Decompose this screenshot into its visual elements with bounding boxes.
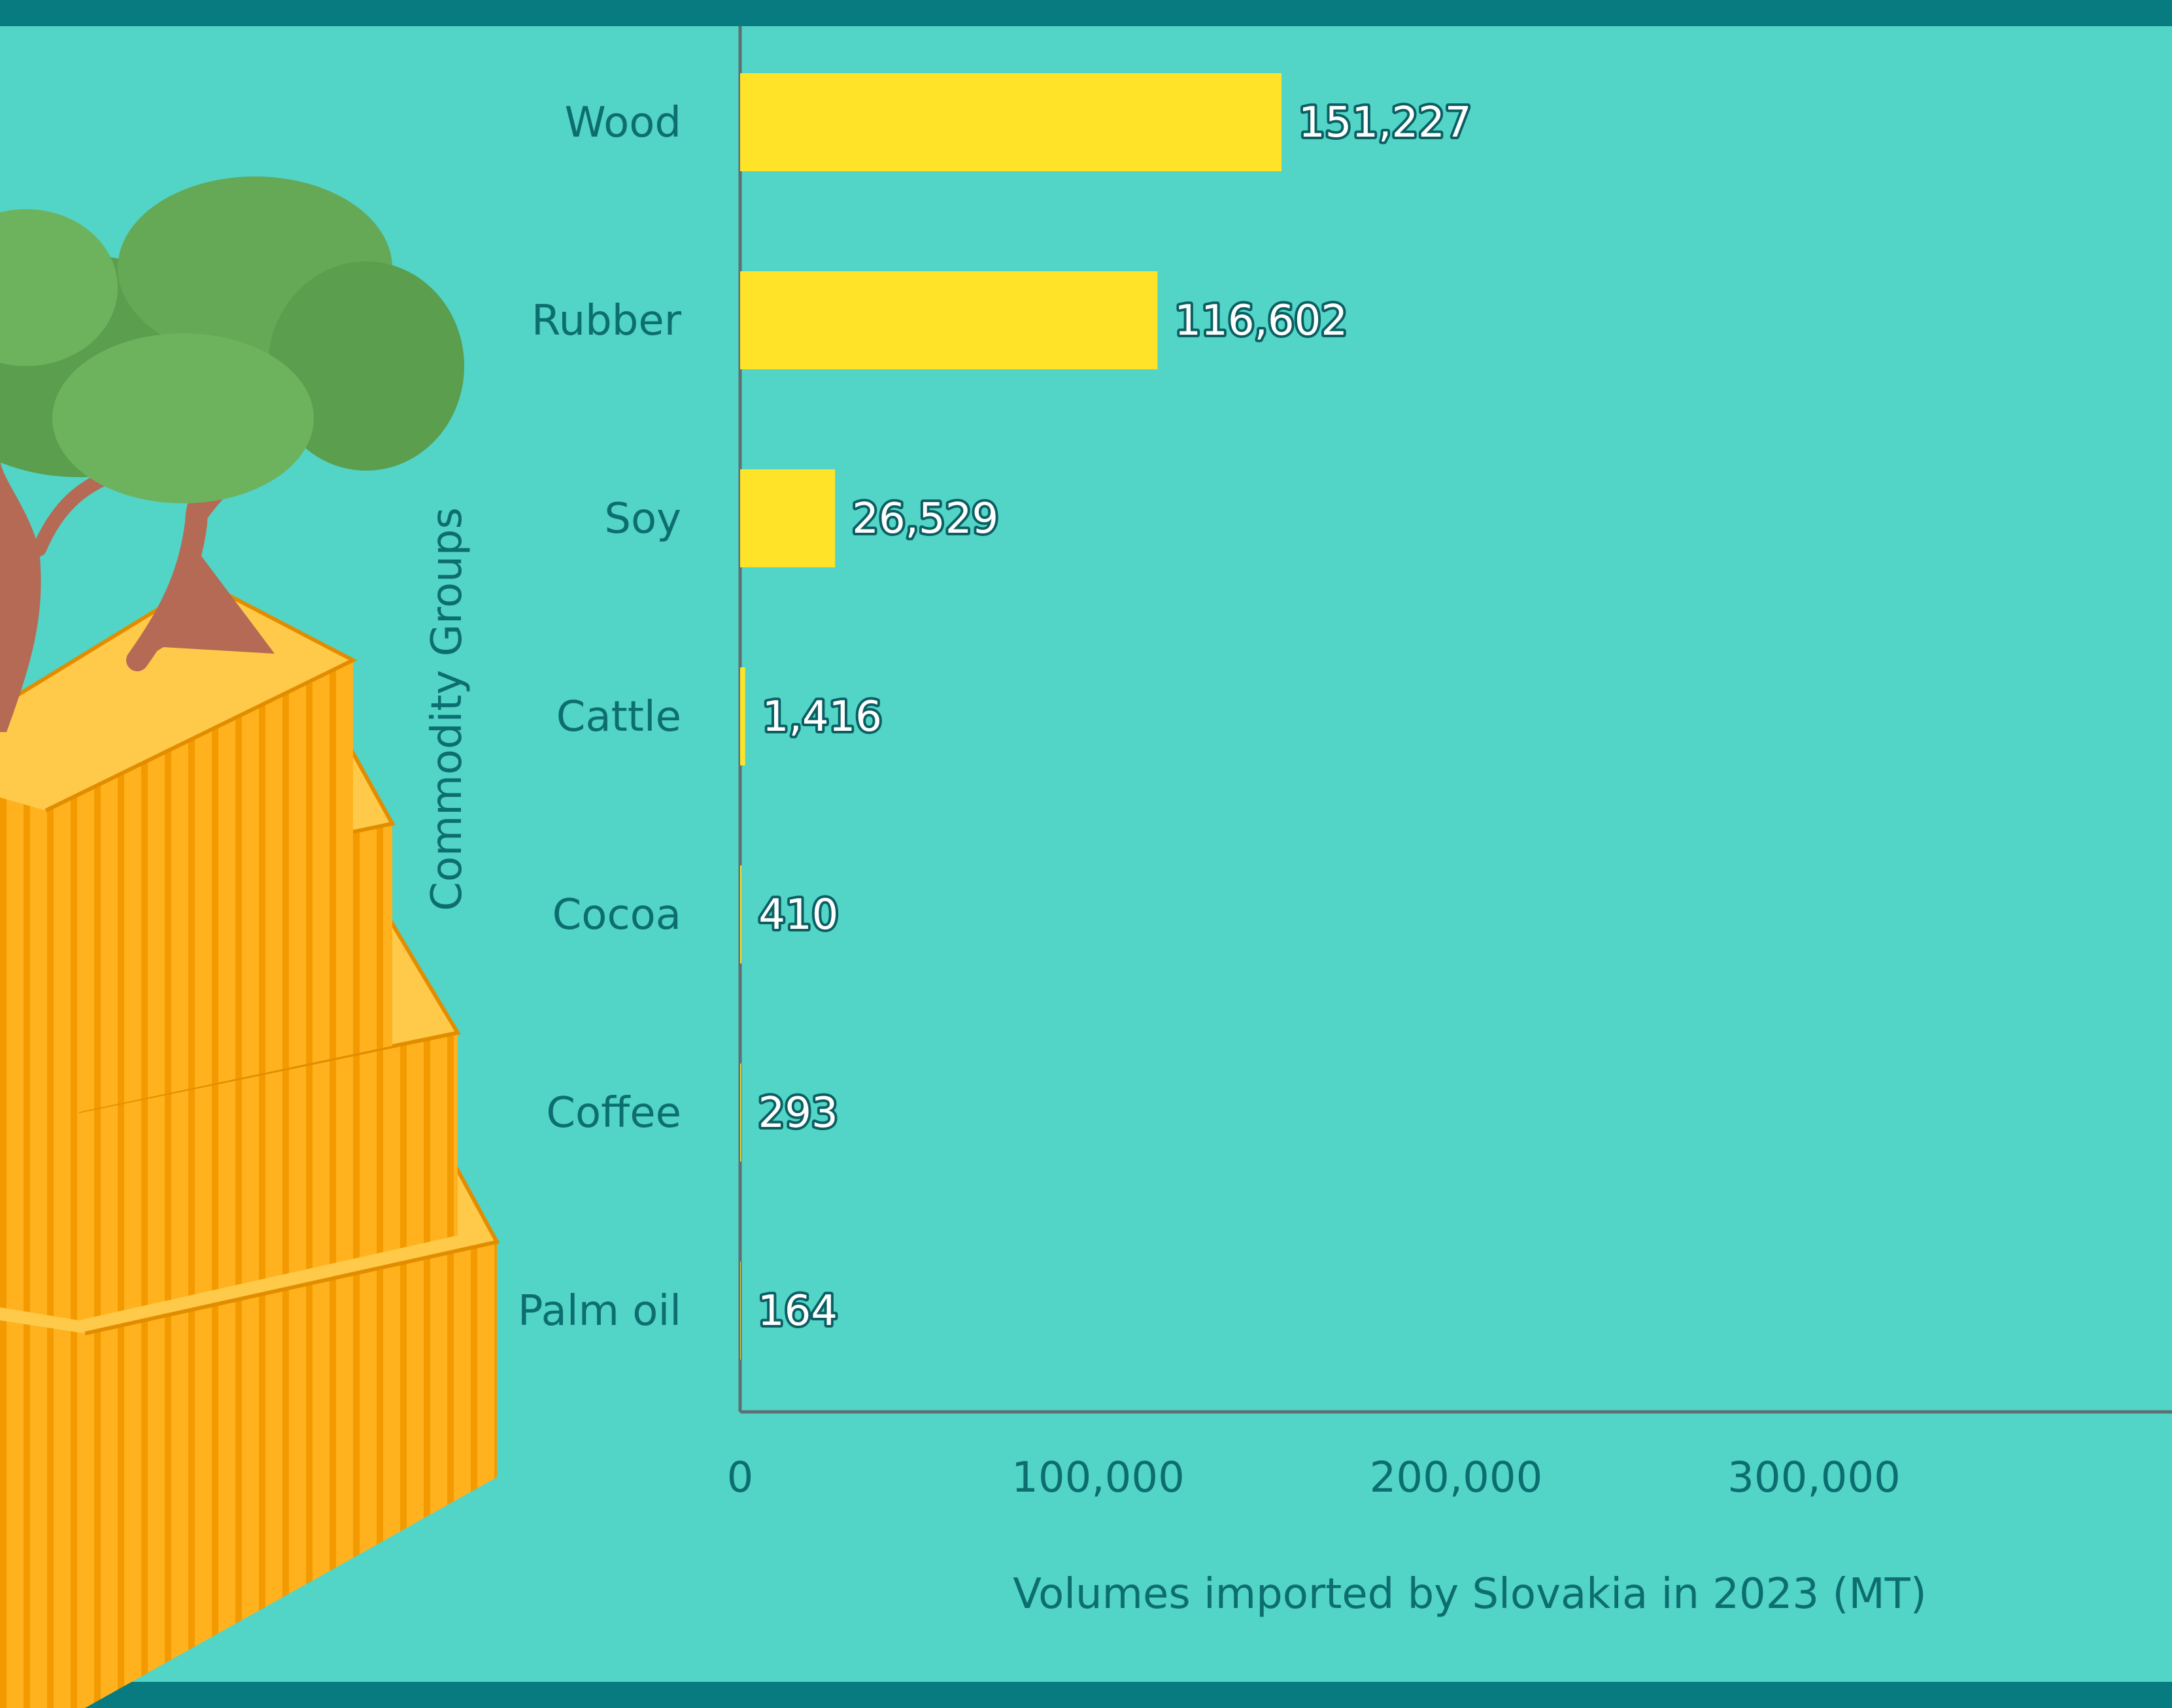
bar-palm-oil: [740, 1262, 741, 1360]
bar-cattle: [740, 667, 745, 765]
category-label: Soy: [604, 495, 681, 543]
bar-cocoa: [740, 865, 742, 963]
bar-rubber: [740, 271, 1158, 369]
x-tick-label: 0: [727, 1454, 754, 1502]
x-tick-label: 100,000: [1011, 1454, 1185, 1502]
value-label: 1,416: [762, 693, 882, 741]
top-band: [0, 0, 2172, 26]
category-label: Coffee: [546, 1089, 681, 1137]
value-label: 293: [758, 1089, 838, 1137]
value-label: 26,529: [852, 495, 998, 543]
x-tick-label: 200,000: [1370, 1454, 1543, 1502]
category-label: Wood: [565, 99, 681, 147]
category-label: Palm oil: [518, 1287, 681, 1335]
bar-coffee: [740, 1063, 741, 1162]
x-axis-title: Volumes imported by Slovakia in 2023 (MT…: [1013, 1570, 1926, 1618]
tree-icon: [0, 176, 464, 732]
bar-soy: [740, 469, 836, 567]
category-label: Rubber: [532, 297, 682, 345]
x-tick-label: 300,000: [1727, 1454, 1901, 1502]
value-label: 151,227: [1298, 99, 1472, 147]
bottom-band: [0, 1682, 2172, 1708]
illustration: [0, 176, 500, 1708]
category-label: Cocoa: [552, 891, 681, 939]
bar-wood: [740, 73, 1281, 171]
y-axis-title: Commodity Groups: [423, 507, 471, 911]
value-label: 164: [758, 1287, 838, 1335]
category-label: Cattle: [556, 693, 681, 741]
value-label: 410: [758, 891, 838, 939]
shipping-container-icon: [0, 579, 358, 987]
value-label: 116,602: [1174, 297, 1348, 345]
